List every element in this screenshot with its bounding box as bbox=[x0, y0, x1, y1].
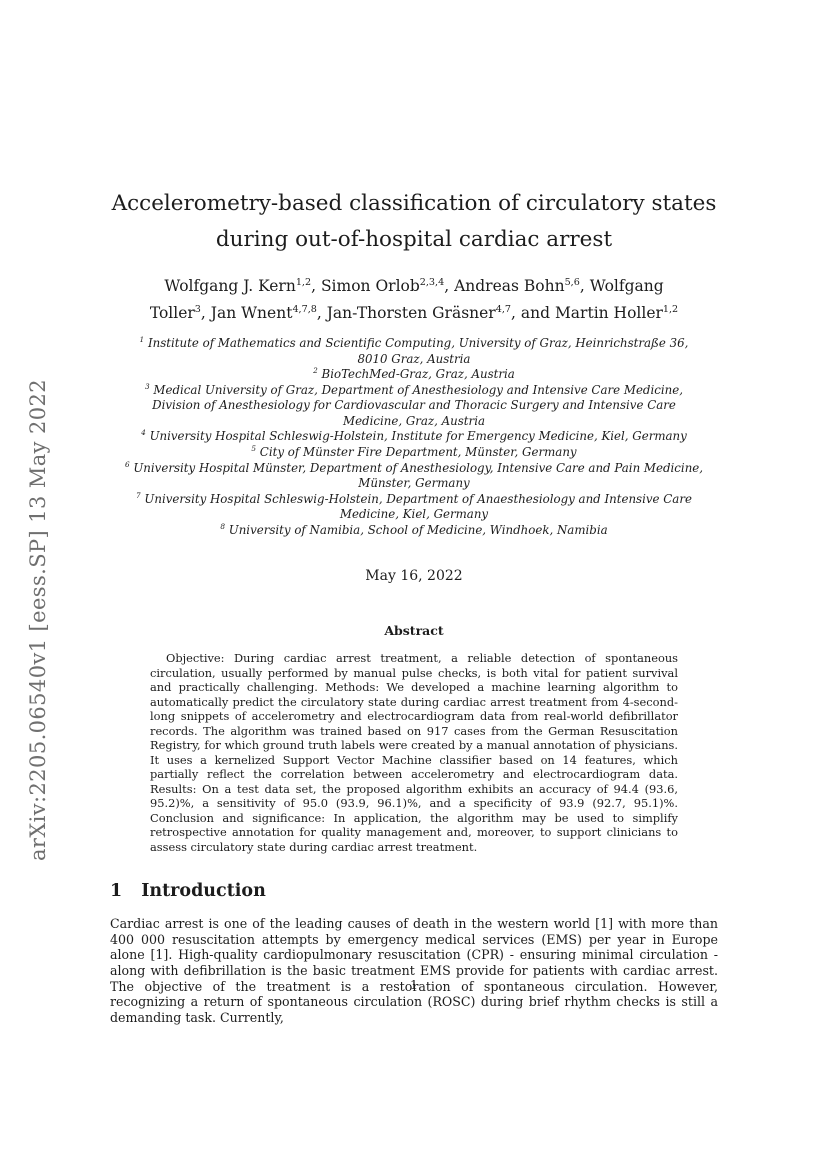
affiliation-sup: 6 bbox=[124, 459, 130, 469]
arxiv-watermark: arXiv:2205.06540v1 [eess.SP] 13 May 2022 bbox=[26, 378, 50, 862]
affiliation-item: 2 BioTechMed-Graz, Graz, Austria bbox=[313, 366, 515, 382]
affiliation-item: 4 University Hospital Schleswig-Holstein… bbox=[141, 428, 687, 444]
author-name: Jan Wnent bbox=[210, 304, 293, 322]
affiliation-sup: 3 bbox=[145, 381, 150, 391]
affiliation-sup: 2 bbox=[313, 366, 318, 376]
affiliation-sup: 4 bbox=[141, 428, 146, 438]
author-line: Wolfgang J. Kern1,2, Simon Orlob2,3,4, A… bbox=[149, 276, 679, 322]
author-name: Wolfgang J. Kern bbox=[164, 277, 296, 295]
introduction-paragraph: Cardiac arrest is one of the leading cau… bbox=[110, 916, 718, 1025]
author-affiliation-sup: 5,6 bbox=[564, 276, 580, 288]
paper-content: Accelerometry-based classification of ci… bbox=[110, 0, 718, 1025]
affiliation-sup: 5 bbox=[251, 444, 257, 454]
affiliation-sup: 1 bbox=[139, 335, 145, 345]
affiliation-item: 6 University Hospital Münster, Departmen… bbox=[124, 459, 704, 491]
author-affiliation-sup: 1,2 bbox=[295, 276, 312, 288]
author-affiliation-sup: 3 bbox=[194, 303, 201, 315]
section-number: 1 bbox=[110, 881, 123, 902]
title-line: during out-of-hospital cardiac arrest bbox=[215, 227, 613, 252]
affiliation-item: 7 University Hospital Schleswig-Holstein… bbox=[136, 490, 692, 522]
title-line: Accelerometry-based classification of ci… bbox=[111, 191, 717, 216]
publication-date: May 16, 2022 bbox=[365, 568, 463, 585]
author-affiliation-sup: 1,2 bbox=[662, 303, 679, 315]
affiliation-item: 5 City of Münster Fire Department, Münst… bbox=[251, 444, 577, 459]
paper-title: Accelerometry-based classification of ci… bbox=[110, 186, 718, 258]
author-name: Martin Holler bbox=[554, 304, 663, 322]
author-affiliation-sup: 4,7,8 bbox=[292, 303, 317, 315]
affiliation-sup: 8 bbox=[220, 521, 225, 531]
section-heading-introduction: 1 Introduction bbox=[110, 881, 718, 901]
affiliation-item: 1 Institute of Mathematics and Scientifi… bbox=[139, 335, 689, 366]
abstract-text: Objective: During cardiac arrest treatme… bbox=[150, 651, 678, 854]
author-name: Andreas Bohn bbox=[454, 277, 565, 295]
author-affiliation-sup: 4,7 bbox=[495, 303, 511, 315]
page-number: 1 bbox=[410, 977, 418, 992]
affiliation-item: 8 University of Namibia, School of Medic… bbox=[220, 521, 608, 537]
section-title: Introduction bbox=[141, 881, 266, 902]
author-name: Simon Orlob bbox=[320, 277, 420, 295]
author-name: Wolfgang Toller bbox=[149, 277, 664, 322]
affiliation-sup: 7 bbox=[136, 490, 141, 500]
affiliations-list: 1 Institute of Mathematics and Scientifi… bbox=[124, 336, 704, 538]
affiliation-item: 3 Medical University of Graz, Department… bbox=[145, 381, 683, 428]
author-affiliation-sup: 2,3,4 bbox=[419, 276, 445, 288]
author-name: Jan-Thorsten Gräsner bbox=[326, 304, 496, 322]
abstract-heading: Abstract bbox=[384, 623, 444, 639]
